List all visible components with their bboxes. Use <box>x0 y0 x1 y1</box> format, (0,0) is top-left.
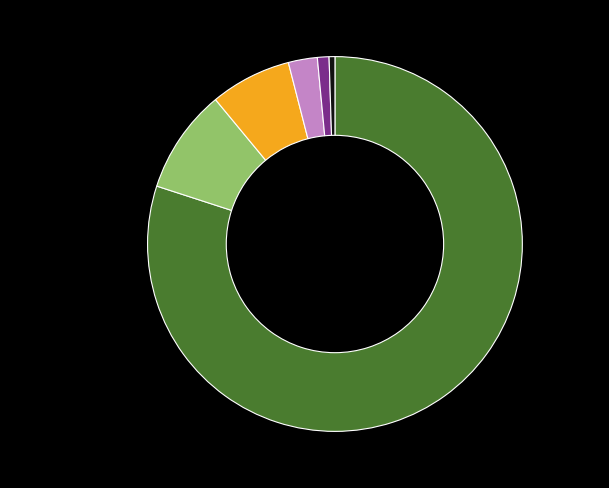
Wedge shape <box>329 57 335 135</box>
Wedge shape <box>216 62 308 160</box>
Wedge shape <box>288 58 325 139</box>
Wedge shape <box>157 100 266 210</box>
Wedge shape <box>147 57 523 431</box>
Wedge shape <box>317 57 331 136</box>
